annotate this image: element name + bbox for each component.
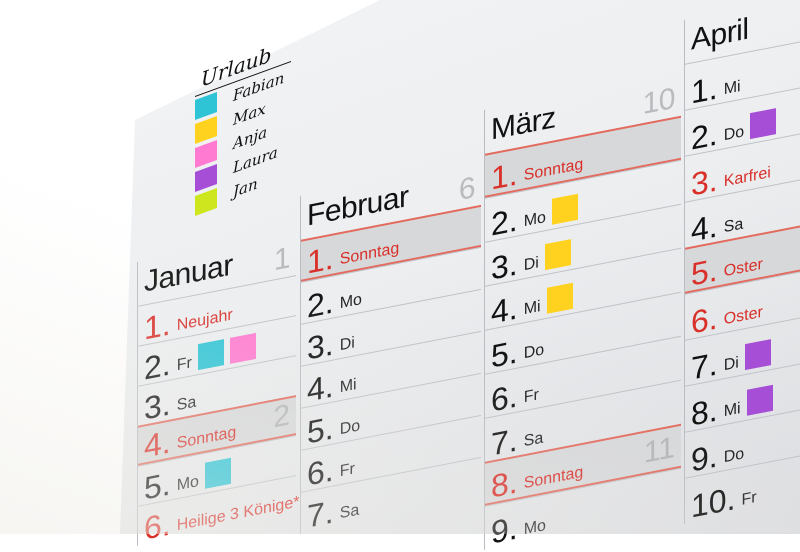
day-label: Mo [176,472,199,495]
vacation-stickers [750,107,782,140]
week-number: 11 [643,430,675,470]
month-column-april: April 1. Mi 2. Do 3. Karfrei 4. Sa 5. Oster 6. Oster… [684,0,800,525]
vacation-sticker [551,193,578,225]
day-number: 1. [307,239,334,281]
vacation-sticker [546,282,573,314]
day-label: Mi [339,376,357,397]
month-column-februar: Februar 6 1. Sonntag 2. Mo 3. Di 4. Mi 5. Do 6. Fr 7. S… [300,160,481,535]
month-column-januar: Januar 1 1. Neujahr 2. Fr 3. Sa 4. Sonntag 2 5. Mo 6.… [137,231,299,547]
vacation-stickers [204,457,237,489]
vacation-sticker [746,384,773,416]
day-label: Sa [723,215,744,237]
day-number: 1. [491,155,518,197]
day-number: 10. [691,479,736,525]
vacation-sticker [204,457,231,489]
day-label: Fr [176,354,192,375]
month-name: April [691,12,749,57]
day-number: 9. [491,509,518,551]
vacation-sticker [750,108,777,140]
vacation-sticker [229,332,256,364]
month-column-märz: März 10 1. Sonntag 2. Mo 3. Di 4. Mi 5. Do 6. Fr 7. Sa 8… [484,71,681,551]
day-label: Di [723,354,739,375]
day-label: Fr [523,386,539,407]
vacation-stickers [544,238,577,271]
vacation-sticker [544,239,571,271]
vacation-stickers [744,338,777,371]
day-label: Do [339,417,361,439]
vacation-sticker [197,339,224,371]
day-label: Sa [339,501,360,523]
day-number: 6. [144,505,171,547]
day-label: Do [723,123,745,145]
day-label: Mi [523,298,541,319]
day-label: Di [523,254,539,275]
day-label: Mo [523,208,546,231]
day-number: 4. [144,423,171,465]
day-label: Fr [339,460,355,481]
day-number: 8. [491,463,518,505]
day-label: Oster [723,255,763,281]
day-label: Do [723,445,745,467]
day-label: Mi [723,78,741,99]
day-label: Di [339,334,355,355]
day-label: Mo [339,290,362,313]
vacation-stickers [746,384,779,416]
day-label: Mo [523,516,546,539]
vacation-stickers [551,193,584,225]
day-label: Do [523,341,545,363]
vacation-sticker [744,339,771,371]
day-number: 5. [691,251,718,293]
day-label: Sa [176,393,197,415]
day-label: Mi [723,400,741,421]
month-name: März [491,101,556,147]
week-number: 2 [273,398,290,435]
vacation-stickers [546,282,579,314]
day-label: Fr [741,488,757,509]
day-label: Sa [523,429,544,451]
day-number: 7. [307,493,334,535]
